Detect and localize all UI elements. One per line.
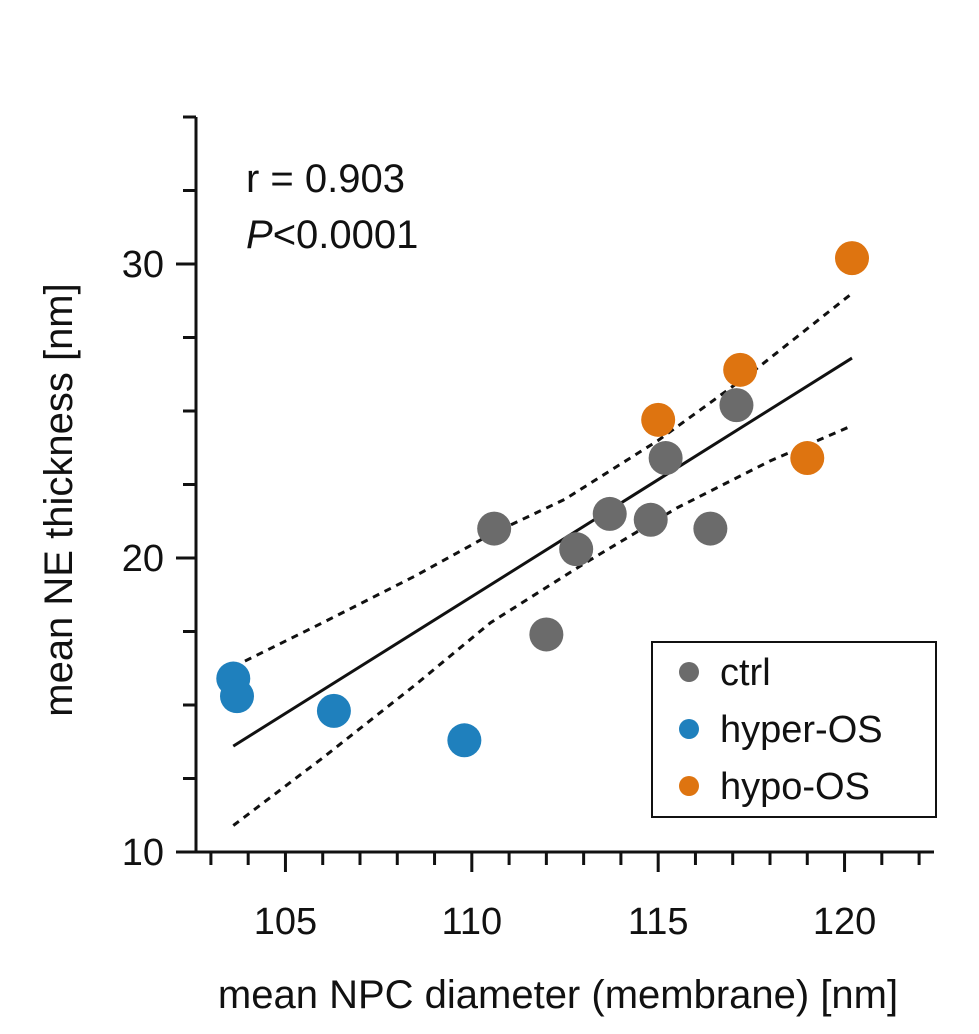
point-ctrl (633, 502, 668, 537)
axes: 105 110 115 120 10 20 30 (122, 115, 934, 943)
point-hyper-os (316, 693, 351, 728)
legend-label-hyper-os: hyper-OS (720, 709, 883, 751)
legend-label-ctrl: ctrl (720, 652, 771, 694)
point-ctrl (592, 496, 627, 531)
y-tick-label: 10 (122, 832, 164, 874)
point-hypo-os (641, 402, 676, 437)
point-ctrl (559, 532, 594, 567)
point-hypo-os (790, 441, 825, 476)
legend: ctrl hyper-OS hypo-OS (651, 641, 937, 818)
point-ctrl (529, 617, 564, 652)
point-hyper-os (447, 723, 482, 758)
regression-line-group (232, 356, 853, 748)
x-tick-label: 105 (254, 901, 317, 943)
point-ctrl (648, 441, 683, 476)
p-symbol: P (246, 213, 273, 257)
point-hypo-os (835, 241, 869, 276)
y-axis-title: mean NE thickness [nm] (37, 283, 81, 717)
point-ctrl (719, 388, 754, 423)
legend-marker-ctrl (679, 662, 699, 682)
legend-marker-hypo-os (679, 776, 699, 796)
point-hyper-os (220, 679, 254, 714)
point-hypo-os (723, 352, 758, 387)
y-tick-label: 30 (122, 244, 164, 286)
ci-upper-line (232, 292, 853, 669)
legend-label-hypo-os: hypo-OS (720, 766, 870, 808)
p-value-label: P<0.0001 (246, 213, 418, 257)
legend-box (651, 641, 937, 818)
y-tick-label: 20 (122, 538, 164, 580)
data-points (216, 241, 869, 758)
x-tick-label: 110 (442, 901, 503, 943)
ci-lower-line (232, 424, 853, 827)
point-ctrl (477, 511, 512, 546)
regression-line (232, 356, 853, 748)
x-axis-title: mean NPC diameter (membrane) [nm] (218, 973, 898, 1017)
point-ctrl (693, 511, 728, 546)
correlation-label: r = 0.903 (246, 157, 405, 201)
p-value: <0.0001 (273, 213, 419, 257)
legend-marker-hyper-os (679, 719, 699, 739)
x-tick-label: 120 (813, 901, 876, 943)
x-tick-label: 115 (628, 901, 689, 943)
